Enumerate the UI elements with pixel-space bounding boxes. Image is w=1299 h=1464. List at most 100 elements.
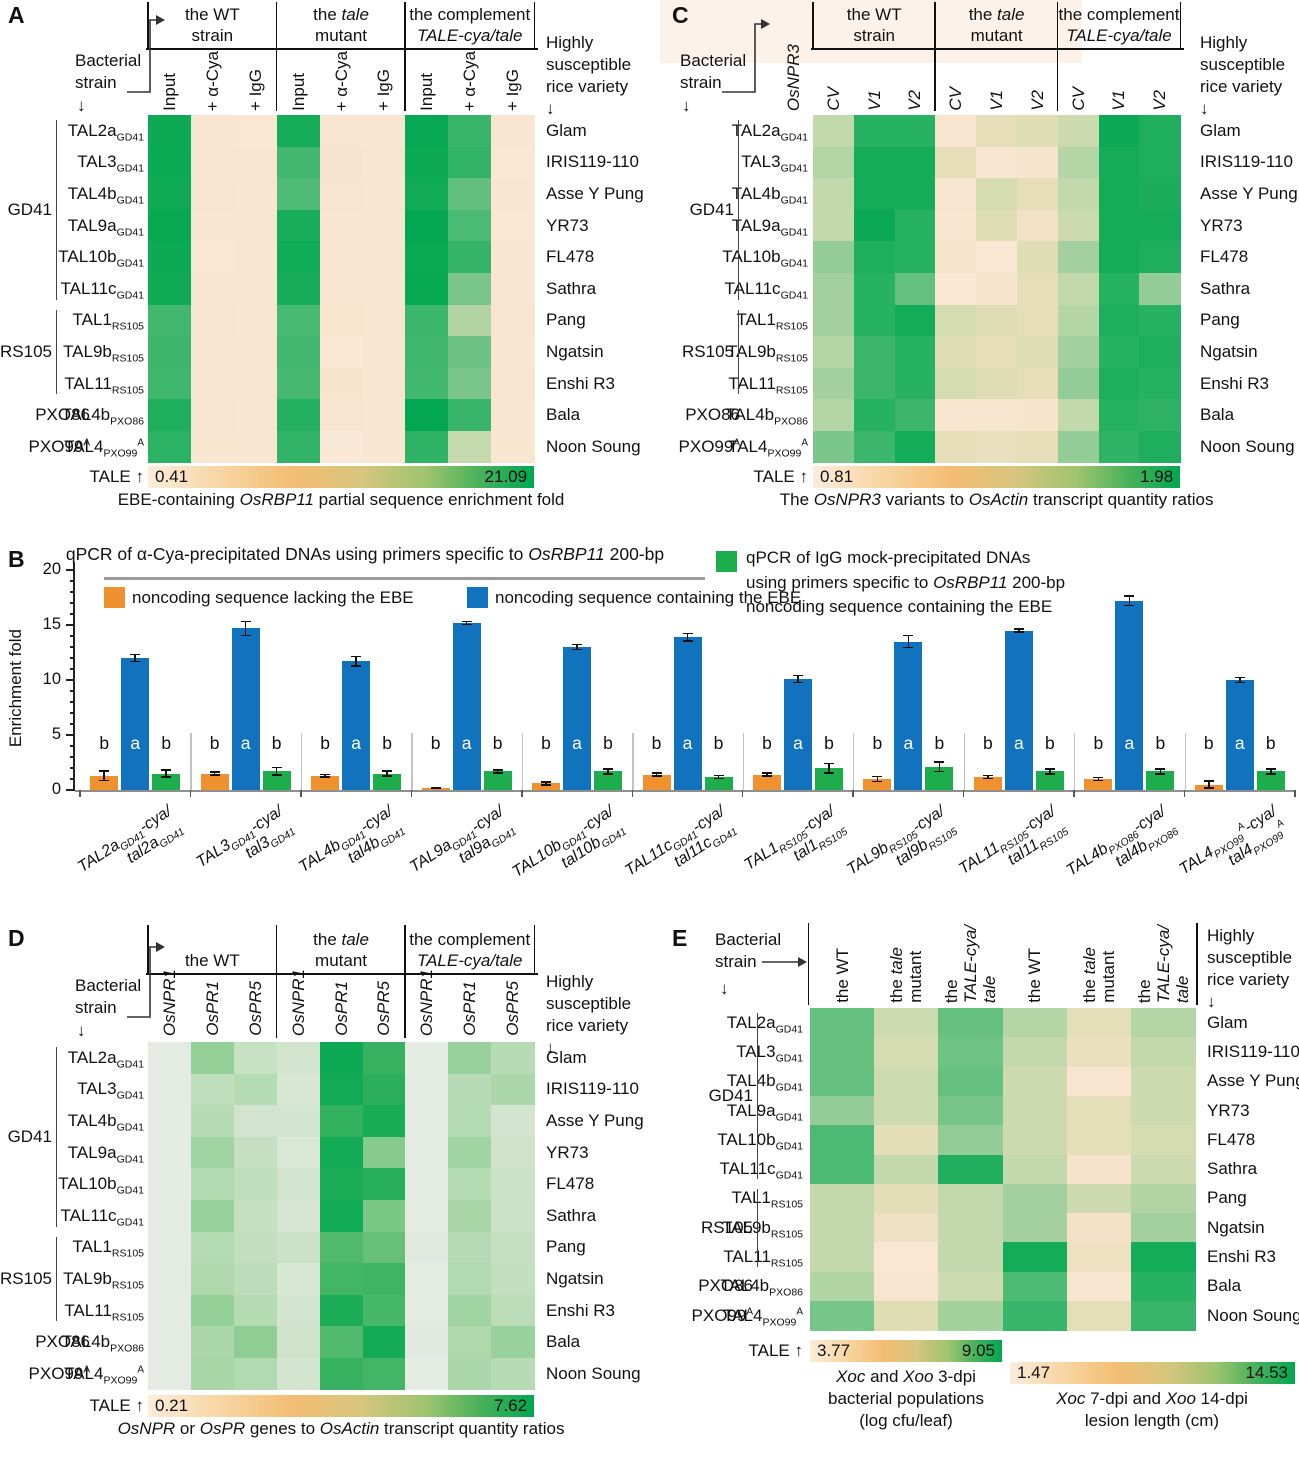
heatmap-cell (491, 304, 535, 337)
heatmap-cell (319, 367, 363, 400)
variety-label: FL478 (546, 247, 595, 267)
bar (1004, 630, 1033, 790)
y-tick (66, 734, 75, 736)
header-divider (1056, 2, 1059, 111)
row-label: TAL10bGD41 (58, 247, 144, 270)
sig-letter: b (1265, 733, 1276, 753)
heatmap-cell (1066, 1095, 1132, 1126)
heatmap-cell (448, 209, 492, 242)
error-bar (1128, 595, 1131, 607)
scalebar-caption: (log cfu/leaf) (859, 1411, 953, 1430)
heatmap-cell (810, 1242, 875, 1273)
heatmap-cell (448, 1263, 492, 1296)
sig-letter: a (461, 733, 472, 753)
heatmap-cell (810, 1125, 875, 1155)
heatmap-cell (491, 1358, 535, 1391)
error-bar-cap (541, 781, 552, 783)
heatmap-cell (938, 1008, 1004, 1038)
bar (90, 775, 119, 790)
heatmap-cell (938, 1154, 1004, 1185)
strain-name: PXO86 (35, 405, 90, 425)
heatmap-cell (405, 115, 449, 148)
heatmap-cell (190, 336, 235, 369)
variety-label: Noon Soung (546, 436, 641, 456)
error-bar (766, 772, 768, 777)
heatmap-cell (148, 431, 192, 464)
header-divider (807, 923, 809, 1005)
heatmap-cell (874, 1271, 939, 1302)
heatmap-cell (938, 1213, 1004, 1243)
heatmap-cell (448, 1326, 492, 1359)
error-bar-cap (603, 773, 614, 775)
heatmap-cell (190, 178, 235, 211)
error-bar (686, 632, 689, 642)
heatmap-cell (813, 241, 855, 274)
heatmap-cell (448, 367, 492, 400)
heatmap-cell (319, 431, 363, 464)
row-label: TAL11cGD41 (60, 1205, 144, 1229)
heatmap-cell (938, 1066, 1004, 1097)
heatmap-cell (405, 1073, 449, 1106)
error-bar-cap (209, 774, 220, 776)
heatmap-cell (1057, 367, 1100, 400)
row-label: TAL4bGD41 (67, 183, 144, 207)
heatmap-col-label: OsPR1 (331, 981, 351, 1036)
heatmap-col-label: + IgG (245, 68, 265, 111)
heatmap-cell (1057, 304, 1100, 337)
group-separator (742, 733, 745, 790)
row-label: TAL1RS105 (731, 1188, 803, 1211)
heatmap-cell (1017, 146, 1059, 179)
variety-label: YR73 (546, 215, 589, 235)
heatmap-cell (935, 178, 977, 211)
heatmap-cell (1131, 1213, 1196, 1243)
heatmap-cell (319, 336, 363, 369)
heatmap-cell (1017, 178, 1059, 211)
heatmap-cell (190, 1294, 235, 1327)
y-minor-tick (70, 635, 75, 637)
heatmap-cell (853, 115, 896, 148)
heatmap-col-label: OsPR1 (460, 981, 480, 1036)
heatmap-cell (319, 1136, 363, 1169)
heatmap-cell (276, 1326, 321, 1359)
heatmap-cell (233, 1136, 278, 1169)
error-bar-cap (872, 775, 883, 778)
heatmap-cell (1066, 1125, 1132, 1155)
row-label: TAL9aGD41 (67, 1142, 144, 1165)
heatmap-cell (319, 241, 363, 274)
row-label: TAL9bRS105 (63, 1268, 144, 1292)
sig-letter: b (382, 733, 392, 753)
bar (342, 661, 371, 790)
heatmap-cell (976, 431, 1018, 464)
y-tick (66, 569, 75, 571)
row-label: TAL2aGD41 (726, 1012, 803, 1036)
heatmap-cell (1139, 146, 1181, 179)
sig-letter: b (934, 733, 945, 753)
heatmap-cell (935, 399, 977, 432)
heatmap-cell (148, 1326, 192, 1359)
heatmap-cell (405, 1231, 449, 1264)
heatmap-cell (935, 431, 977, 464)
bar (121, 658, 150, 790)
heatmap-cell (874, 1213, 939, 1243)
heatmap-cell (1098, 304, 1140, 337)
heatmap-cell (935, 367, 977, 400)
header-divider (147, 925, 149, 973)
color-scalebar: 1.47 14.53 (1010, 1362, 1295, 1384)
heatmap-cell (1066, 1271, 1132, 1302)
heatmap-cell (190, 367, 235, 400)
error-bar-cap (382, 775, 393, 777)
heatmap-cell (276, 273, 321, 306)
heatmap-cell (1131, 1154, 1196, 1185)
heatmap-cell (874, 1008, 939, 1038)
panel-e: E the WT the tale mutant the TALE-cya/tale t… (660, 915, 1299, 1464)
variety-label: Sathra (1200, 278, 1251, 298)
heatmap-cell (405, 367, 449, 400)
heatmap-cell (319, 1105, 363, 1138)
heatmap-cell (894, 146, 936, 179)
header-band (660, 0, 1082, 63)
row-label: TAL4PXO99A (64, 436, 144, 460)
sig-letter: b (762, 733, 772, 753)
variety-label: FL478 (546, 1174, 595, 1194)
error-bar-cap (713, 774, 724, 777)
variety-label: Enshi R3 (546, 373, 615, 393)
